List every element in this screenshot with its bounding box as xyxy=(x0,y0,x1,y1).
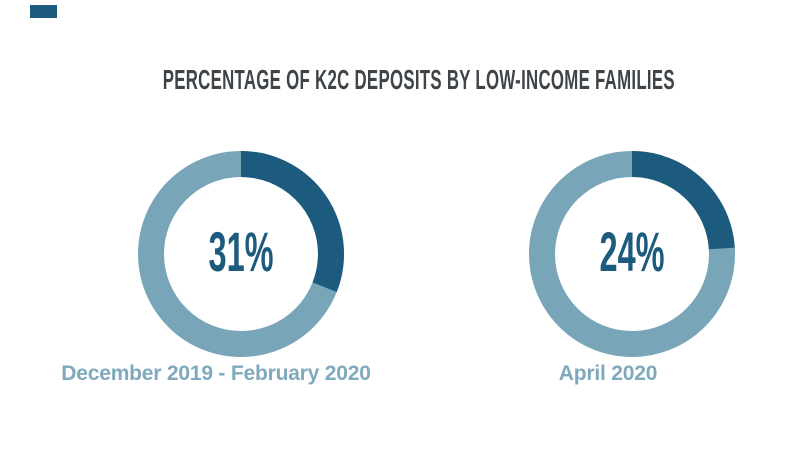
donut-center: 24% xyxy=(529,151,735,357)
donut-center-value: 31% xyxy=(208,219,274,283)
chart-period-label-2: April 2020 xyxy=(558,362,658,385)
donut-chart-april2020: 24% xyxy=(529,151,735,357)
donut-chart-dec2019-feb2020: 31% xyxy=(138,151,344,357)
page-title-text: PERCENTAGE OF K2C DEPOSITS BY LOW-INCOME… xyxy=(162,64,675,95)
donut-ring-value xyxy=(138,151,344,357)
donut-center: 31% xyxy=(138,151,344,357)
donut-svg xyxy=(529,151,735,357)
corner-accent-mark xyxy=(30,5,57,18)
donut-center-value: 24% xyxy=(599,219,665,283)
chart-period-label-1: December 2019 - February 2020 xyxy=(61,362,371,385)
page-title: PERCENTAGE OF K2C DEPOSITS BY LOW-INCOME… xyxy=(0,64,788,96)
donut-ring-value xyxy=(529,151,735,357)
donut-svg xyxy=(138,151,344,357)
